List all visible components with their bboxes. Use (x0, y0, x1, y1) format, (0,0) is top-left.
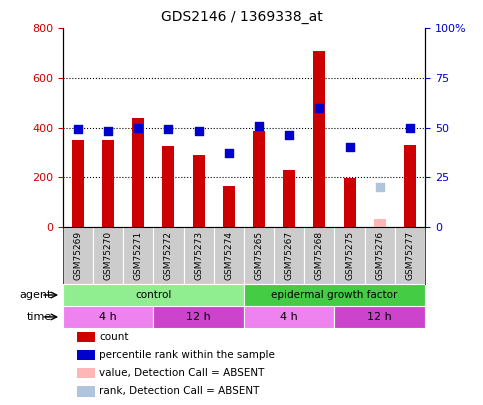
Bar (244, 306, 334, 328)
Bar (334, 306, 425, 328)
Point (346, 144, 354, 151)
Bar (154, 306, 244, 328)
Text: GSM75273: GSM75273 (194, 231, 203, 280)
Bar (63, 306, 154, 328)
Text: GSM75267: GSM75267 (284, 231, 294, 280)
Bar (213, 227, 244, 284)
Point (406, 124, 414, 131)
Text: GSM75269: GSM75269 (73, 231, 83, 280)
Bar (334, 227, 365, 284)
Bar (77, 332, 96, 342)
Bar (374, 219, 386, 227)
Bar (154, 227, 184, 284)
Point (195, 128, 202, 135)
Bar (72, 140, 84, 227)
Text: GSM75274: GSM75274 (224, 231, 233, 280)
Point (285, 132, 293, 139)
Text: GSM75265: GSM75265 (255, 231, 264, 280)
Bar (283, 170, 295, 227)
Text: GSM75270: GSM75270 (103, 231, 113, 280)
Point (315, 104, 323, 111)
Text: 12 h: 12 h (368, 312, 392, 322)
Text: control: control (135, 290, 171, 300)
Bar (77, 350, 96, 360)
Bar (365, 227, 395, 284)
Bar (253, 131, 265, 227)
Text: 4 h: 4 h (99, 312, 117, 322)
Point (104, 128, 112, 135)
Text: rank, Detection Call = ABSENT: rank, Detection Call = ABSENT (99, 386, 259, 396)
Point (134, 124, 142, 131)
Bar (123, 227, 154, 284)
Point (165, 126, 172, 133)
Text: GSM75268: GSM75268 (315, 231, 324, 280)
Text: GSM75275: GSM75275 (345, 231, 354, 280)
Bar (193, 155, 205, 227)
Bar (93, 227, 123, 284)
Bar (77, 386, 96, 396)
Text: value, Detection Call = ABSENT: value, Detection Call = ABSENT (99, 368, 264, 378)
Text: count: count (99, 332, 128, 342)
Text: 4 h: 4 h (280, 312, 298, 322)
Bar (404, 145, 416, 227)
Bar (244, 227, 274, 284)
Bar (313, 51, 326, 227)
Text: percentile rank within the sample: percentile rank within the sample (99, 350, 275, 360)
Bar (184, 227, 213, 284)
Text: time: time (27, 312, 52, 322)
Text: 12 h: 12 h (186, 312, 211, 322)
Text: agent: agent (19, 290, 52, 300)
Bar (395, 227, 425, 284)
Bar (63, 284, 244, 306)
Point (74, 126, 82, 133)
Point (225, 150, 233, 156)
Bar (162, 146, 174, 227)
Bar (304, 227, 334, 284)
Bar (77, 368, 96, 378)
Text: GSM75272: GSM75272 (164, 231, 173, 280)
Bar (244, 284, 425, 306)
Text: GSM75277: GSM75277 (405, 231, 414, 280)
Text: GSM75271: GSM75271 (134, 231, 143, 280)
Text: GDS2146 / 1369338_at: GDS2146 / 1369338_at (161, 10, 322, 24)
Bar (223, 186, 235, 227)
Bar (63, 227, 93, 284)
Text: GSM75276: GSM75276 (375, 231, 384, 280)
Point (376, 184, 384, 190)
Bar (343, 177, 355, 227)
Bar (274, 227, 304, 284)
Point (255, 122, 263, 129)
Bar (132, 117, 144, 227)
Bar (102, 140, 114, 227)
Text: epidermal growth factor: epidermal growth factor (271, 290, 398, 300)
